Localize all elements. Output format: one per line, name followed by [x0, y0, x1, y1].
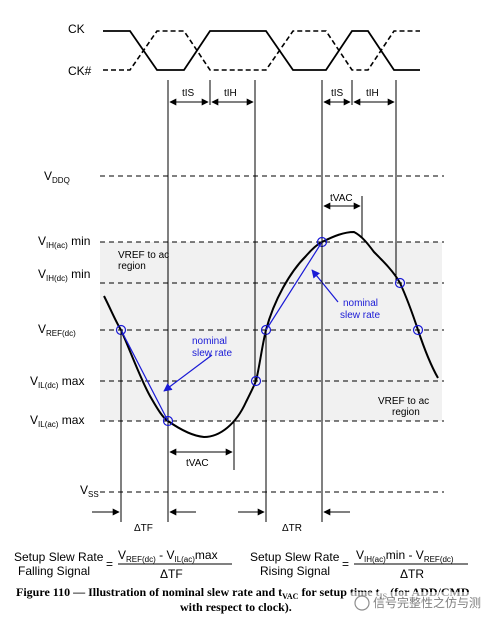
formula-rise-label-1: Setup Slew Rate [250, 550, 340, 564]
vih-ac-label: VIH(ac) min [38, 234, 90, 250]
formula-fall-label-2: Falling Signal [18, 564, 90, 578]
nominal-fall-pointer [163, 354, 213, 392]
watermark-text: 信号完整性之仿与测 [373, 595, 481, 610]
nominal-rise-pointer [311, 269, 339, 303]
region-top-label-2: region [118, 261, 146, 272]
vil-ac-label: VIL(ac) max [30, 413, 84, 429]
formula-fall-denominator: ΔTF [160, 567, 183, 581]
ck-label: CK [68, 22, 85, 36]
tih-label-right: tIH [366, 88, 379, 99]
formula-rise-eq: = [342, 557, 349, 571]
vddq-label: VDDQ [44, 169, 70, 185]
tih-label-left: tIH [224, 88, 237, 99]
tvac-label-top: tVAC [330, 193, 353, 204]
ck-n-waveform [103, 30, 420, 71]
wechat-icon [354, 595, 370, 611]
region-bottom-label-2: region [392, 407, 420, 418]
caption-line-2: with respect to clock). [180, 600, 292, 614]
tis-label-left: tIS [182, 88, 195, 99]
vil-dc-label: VIL(dc) max [30, 374, 84, 390]
nominal-rise-label-2: slew rate [340, 310, 380, 321]
region-bottom [100, 330, 442, 421]
marker-vil-ac [162, 415, 174, 427]
marker-vref-fall-2 [412, 324, 424, 336]
nominal-fall-label-2: slew rate [192, 348, 232, 359]
marker-vil-dc [250, 375, 262, 387]
formula-fall-label-1: Setup Slew Rate [14, 550, 104, 564]
formula-fall-numerator: VREF(dc) - VIL(ac)max [118, 548, 218, 564]
watermark: 信号完整性之仿与测 [350, 592, 482, 614]
nominal-fall-line [120, 329, 169, 422]
vref-label: VREF(dc) [38, 322, 76, 338]
dtr-label: ΔTR [282, 523, 302, 534]
region-bottom-label-1: VREF to ac [378, 396, 429, 407]
nominal-fall-label-1: nominal [192, 336, 227, 347]
region-top-label-1: VREF to ac [118, 250, 169, 261]
tis-label-right: tIS [331, 88, 344, 99]
vss-label: VSS [80, 483, 99, 499]
crossing-markers [115, 236, 424, 427]
formula-fall-eq: = [106, 557, 113, 571]
ck-n-label: CK# [68, 64, 92, 78]
vih-dc-label: VIH(dc) min [38, 267, 90, 283]
marker-vih-dc [394, 277, 406, 289]
formula-rise-denominator: ΔTR [400, 567, 424, 581]
formula-rise-label-2: Rising Signal [260, 564, 330, 578]
nominal-rise-line [265, 241, 323, 331]
formula-rise-numerator: VIH(ac)min - VREF(dc) [356, 548, 454, 564]
dtf-label: ΔTF [134, 523, 153, 534]
nominal-rise-label-1: nominal [343, 298, 378, 309]
tvac-label-bottom: tVAC [186, 458, 209, 469]
